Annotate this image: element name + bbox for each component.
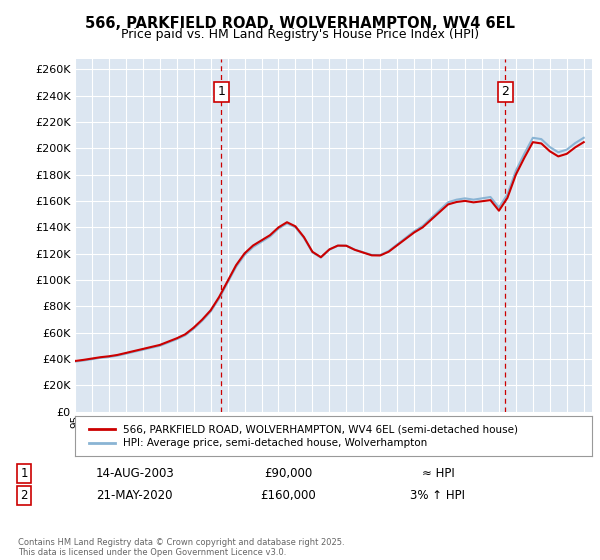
Text: 1: 1 (20, 466, 28, 480)
Text: Price paid vs. HM Land Registry's House Price Index (HPI): Price paid vs. HM Land Registry's House … (121, 28, 479, 41)
Text: 3% ↑ HPI: 3% ↑ HPI (410, 489, 466, 502)
Text: 566, PARKFIELD ROAD, WOLVERHAMPTON, WV4 6EL: 566, PARKFIELD ROAD, WOLVERHAMPTON, WV4 … (85, 16, 515, 31)
Text: £160,000: £160,000 (260, 489, 316, 502)
Text: £90,000: £90,000 (264, 466, 312, 480)
Text: 1: 1 (217, 85, 225, 98)
Text: ≈ HPI: ≈ HPI (422, 466, 454, 480)
Legend: 566, PARKFIELD ROAD, WOLVERHAMPTON, WV4 6EL (semi-detached house), HPI: Average : 566, PARKFIELD ROAD, WOLVERHAMPTON, WV4 … (85, 421, 521, 451)
Text: 14-AUG-2003: 14-AUG-2003 (96, 466, 175, 480)
Text: 2: 2 (502, 85, 509, 98)
Text: 21-MAY-2020: 21-MAY-2020 (96, 489, 173, 502)
Text: 2: 2 (20, 489, 28, 502)
Text: Contains HM Land Registry data © Crown copyright and database right 2025.
This d: Contains HM Land Registry data © Crown c… (18, 538, 344, 557)
